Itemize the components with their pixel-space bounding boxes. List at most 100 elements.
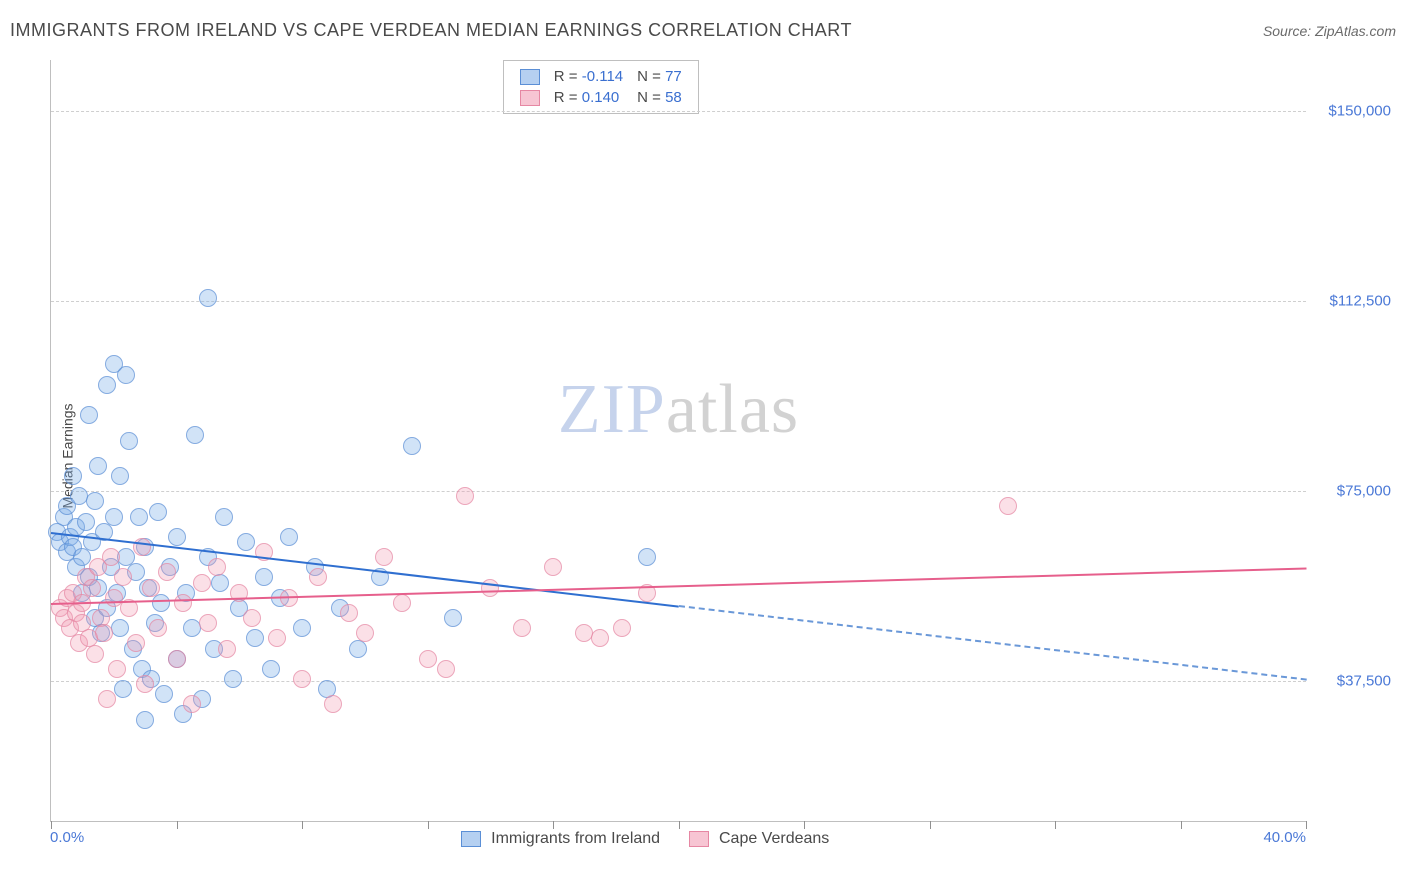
- scatter-point-pink: [544, 558, 562, 576]
- scatter-point-blue: [114, 680, 132, 698]
- scatter-point-blue: [224, 670, 242, 688]
- legend-row-blue: R = -0.114 N = 77: [514, 67, 688, 86]
- watermark: ZIPatlas: [558, 370, 799, 450]
- series-legend: Immigrants from Ireland Cape Verdeans: [50, 830, 1216, 848]
- legend-label-blue: Immigrants from Ireland: [491, 830, 660, 847]
- scatter-point-pink: [591, 629, 609, 647]
- swatch-pink-bottom: [689, 831, 709, 847]
- scatter-point-blue: [444, 609, 462, 627]
- scatter-point-pink: [375, 548, 393, 566]
- scatter-point-pink: [168, 650, 186, 668]
- scatter-point-blue: [403, 437, 421, 455]
- scatter-point-pink: [437, 660, 455, 678]
- swatch-pink: [520, 90, 540, 106]
- scatter-point-pink: [340, 604, 358, 622]
- scatter-point-blue: [293, 619, 311, 637]
- y-tick-label: $37,500: [1311, 673, 1391, 690]
- scatter-point-pink: [183, 695, 201, 713]
- scatter-point-pink: [199, 614, 217, 632]
- scatter-point-blue: [149, 503, 167, 521]
- swatch-blue-bottom: [461, 831, 481, 847]
- scatter-point-blue: [117, 366, 135, 384]
- scatter-point-pink: [114, 568, 132, 586]
- scatter-point-blue: [98, 376, 116, 394]
- scatter-point-pink: [95, 624, 113, 642]
- scatter-point-blue: [199, 289, 217, 307]
- scatter-point-blue: [168, 528, 186, 546]
- scatter-point-blue: [86, 492, 104, 510]
- scatter-point-blue: [111, 467, 129, 485]
- scatter-point-pink: [208, 558, 226, 576]
- scatter-point-pink: [86, 645, 104, 663]
- scatter-point-pink: [136, 675, 154, 693]
- gridline-h: [51, 301, 1306, 302]
- scatter-point-pink: [127, 634, 145, 652]
- swatch-blue: [520, 69, 540, 85]
- x-axis-max: 40.0%: [1263, 829, 1306, 846]
- scatter-point-blue: [152, 594, 170, 612]
- scatter-point-blue: [120, 432, 138, 450]
- scatter-point-pink: [393, 594, 411, 612]
- source-label: Source: ZipAtlas.com: [1263, 23, 1396, 39]
- gridline-h: [51, 491, 1306, 492]
- trend-line: [678, 605, 1306, 681]
- n-value-blue: 77: [665, 68, 682, 85]
- r-value-blue: -0.114: [582, 68, 623, 85]
- scatter-point-pink: [513, 619, 531, 637]
- scatter-point-pink: [309, 568, 327, 586]
- scatter-point-blue: [215, 508, 233, 526]
- scatter-point-pink: [83, 579, 101, 597]
- scatter-point-pink: [481, 579, 499, 597]
- plot-area: ZIPatlas R = -0.114 N = 77 R = 0.140 N =…: [50, 60, 1306, 822]
- y-tick-label: $75,000: [1311, 483, 1391, 500]
- r-value-pink: 0.140: [582, 89, 620, 106]
- scatter-point-pink: [456, 487, 474, 505]
- scatter-point-pink: [108, 660, 126, 678]
- scatter-point-pink: [158, 563, 176, 581]
- x-axis-labels: 0.0% 40.0% Immigrants from Ireland Cape …: [50, 822, 1306, 852]
- scatter-point-blue: [155, 685, 173, 703]
- scatter-point-blue: [77, 513, 95, 531]
- chart-container: Median Earnings ZIPatlas R = -0.114 N = …: [50, 60, 1396, 852]
- scatter-point-blue: [638, 548, 656, 566]
- scatter-point-pink: [324, 695, 342, 713]
- scatter-point-pink: [243, 609, 261, 627]
- scatter-point-pink: [149, 619, 167, 637]
- chart-title: IMMIGRANTS FROM IRELAND VS CAPE VERDEAN …: [10, 20, 852, 41]
- scatter-point-pink: [133, 538, 151, 556]
- scatter-point-blue: [89, 457, 107, 475]
- scatter-point-pink: [102, 548, 120, 566]
- scatter-point-blue: [280, 528, 298, 546]
- scatter-point-blue: [237, 533, 255, 551]
- scatter-point-blue: [64, 467, 82, 485]
- x-tick: [1306, 821, 1307, 829]
- scatter-point-pink: [999, 497, 1017, 515]
- scatter-point-blue: [136, 711, 154, 729]
- legend-label-pink: Cape Verdeans: [719, 830, 829, 847]
- y-tick-label: $112,500: [1311, 292, 1391, 309]
- scatter-point-pink: [613, 619, 631, 637]
- scatter-point-pink: [293, 670, 311, 688]
- n-value-pink: 58: [665, 89, 682, 106]
- scatter-point-pink: [98, 690, 116, 708]
- scatter-point-pink: [218, 640, 236, 658]
- scatter-point-pink: [356, 624, 374, 642]
- scatter-point-pink: [268, 629, 286, 647]
- scatter-point-blue: [255, 568, 273, 586]
- scatter-point-blue: [105, 508, 123, 526]
- scatter-point-blue: [246, 629, 264, 647]
- scatter-point-pink: [419, 650, 437, 668]
- gridline-h: [51, 111, 1306, 112]
- scatter-point-blue: [186, 426, 204, 444]
- scatter-point-blue: [130, 508, 148, 526]
- scatter-point-blue: [80, 406, 98, 424]
- scatter-point-pink: [174, 594, 192, 612]
- scatter-point-blue: [111, 619, 129, 637]
- legend-row-pink: R = 0.140 N = 58: [514, 88, 688, 107]
- scatter-point-blue: [262, 660, 280, 678]
- scatter-point-blue: [211, 574, 229, 592]
- scatter-point-pink: [193, 574, 211, 592]
- scatter-point-pink: [142, 579, 160, 597]
- y-tick-label: $150,000: [1311, 102, 1391, 119]
- correlation-legend: R = -0.114 N = 77 R = 0.140 N = 58: [503, 60, 699, 114]
